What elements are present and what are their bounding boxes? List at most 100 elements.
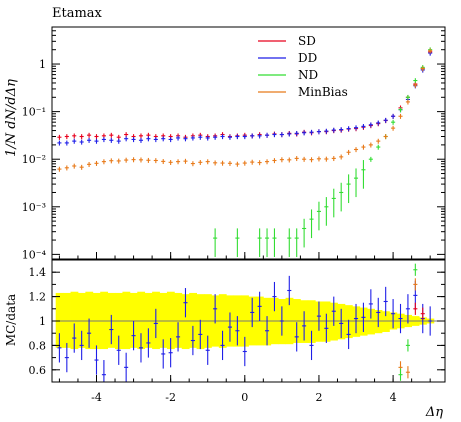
ratio-point-dd xyxy=(94,345,99,375)
data-point-minbias xyxy=(235,161,240,167)
data-point-minbias xyxy=(161,159,166,165)
data-point-minbias xyxy=(183,158,188,164)
ratio-point-dd xyxy=(376,297,381,328)
legend-label: SD xyxy=(298,34,316,48)
data-point-minbias xyxy=(346,149,351,155)
data-point-sd xyxy=(64,134,69,140)
ratio-point-dd xyxy=(353,303,359,334)
data-point-dd xyxy=(146,136,151,142)
ratio-axis-label: MC/data xyxy=(4,294,18,346)
data-point-dd xyxy=(183,136,188,142)
main-panel xyxy=(57,47,433,258)
data-point-nd xyxy=(213,228,218,258)
data-point-dd xyxy=(287,131,292,137)
data-point-minbias xyxy=(302,156,307,162)
data-point-minbias xyxy=(294,156,299,162)
legend: SD DD ND MinBias xyxy=(258,34,348,99)
data-point-minbias xyxy=(116,158,121,164)
data-point-dd xyxy=(272,132,277,138)
data-point-sd xyxy=(87,132,92,138)
data-point-minbias xyxy=(64,165,69,171)
ratio-panel xyxy=(52,263,445,382)
ratio-point-dd xyxy=(287,275,292,306)
data-point-minbias xyxy=(72,163,77,169)
ratio-forward-point xyxy=(413,302,418,315)
ratio-point-dd xyxy=(309,330,314,361)
ratio-point-dd xyxy=(264,316,270,346)
data-point-dd xyxy=(124,136,129,142)
ratio-point-dd xyxy=(391,299,396,329)
ratio-point-dd xyxy=(242,336,247,367)
data-point-dd xyxy=(309,129,314,135)
ratio-point-dd xyxy=(124,352,129,382)
data-point-minbias xyxy=(138,157,144,163)
ratio-point-dd xyxy=(279,306,284,336)
data-band-bin xyxy=(181,294,190,350)
data-point-dd xyxy=(368,122,373,128)
data-point-minbias xyxy=(316,156,321,162)
data-point-minbias xyxy=(420,66,425,72)
ratio-forward-point xyxy=(413,263,418,276)
data-band-bin xyxy=(307,300,316,343)
data-band-bin xyxy=(63,292,71,348)
data-point-nd xyxy=(405,94,410,100)
data-point-nd xyxy=(302,218,307,248)
data-point-dd xyxy=(257,133,262,139)
data-point-dd xyxy=(101,137,106,143)
legend-entry-minbias: MinBias xyxy=(258,85,348,99)
ratio-point-dd xyxy=(64,342,69,373)
ratio-point-dd xyxy=(79,330,84,361)
data-point-minbias xyxy=(213,160,218,166)
ratio-point-dd xyxy=(190,325,195,356)
ratio-forward-point xyxy=(405,366,410,379)
ratio-tick-label: 1.2 xyxy=(29,291,47,304)
ratio-point-dd xyxy=(161,339,166,369)
data-point-dd xyxy=(331,127,336,133)
data-point-minbias xyxy=(279,157,284,163)
data-point-minbias xyxy=(242,160,247,166)
ratio-axis-ticks: 0.6 0.8 1 1.2 1.4 xyxy=(29,266,445,383)
data-point-dd xyxy=(213,134,218,140)
data-point-minbias xyxy=(324,156,329,162)
data-band-bin xyxy=(129,292,138,348)
data-band-bin xyxy=(55,292,64,348)
data-point-nd xyxy=(331,188,336,218)
data-point-minbias xyxy=(205,159,210,165)
data-point-nd xyxy=(309,209,314,239)
data-point-dd xyxy=(227,134,233,140)
data-point-dd xyxy=(324,128,329,134)
data-point-minbias xyxy=(190,161,195,167)
y-tick-label: 10⁻² xyxy=(22,153,46,166)
x-axis-ticks: -4 -2 0 2 4 xyxy=(58,252,431,404)
data-band-bin xyxy=(367,308,375,335)
data-point-minbias xyxy=(131,157,136,163)
ratio-point-dd xyxy=(398,303,403,334)
data-point-sd xyxy=(79,134,84,140)
data-band-bin xyxy=(189,292,197,348)
data-point-minbias xyxy=(264,159,270,165)
legend-label: DD xyxy=(298,51,317,65)
data-point-nd xyxy=(353,168,359,198)
ratio-point-dd xyxy=(87,318,92,348)
y-axis-ticks: 10⁻⁴ 10⁻³ 10⁻² 10⁻¹ 1 xyxy=(22,26,445,261)
ratio-point-dd xyxy=(153,308,158,339)
data-point-minbias xyxy=(339,154,344,160)
data-point-dd xyxy=(346,126,351,132)
x-tick-label: 0 xyxy=(241,391,248,404)
data-point-sd xyxy=(109,132,114,138)
ratio-point-dd xyxy=(109,314,114,345)
data-point-minbias xyxy=(287,157,292,163)
data-point-dd xyxy=(339,127,344,133)
ratio-point-dd xyxy=(213,294,218,324)
data-point-dd xyxy=(153,137,158,143)
data-point-minbias xyxy=(405,99,410,105)
data-point-dd xyxy=(131,137,136,143)
data-point-minbias xyxy=(94,160,99,166)
data-point-minbias xyxy=(146,157,151,163)
ratio-point-dd xyxy=(294,322,299,352)
ratio-point-dd xyxy=(101,360,106,382)
data-band-bin xyxy=(159,292,168,348)
data-point-dd xyxy=(72,138,77,144)
data-point-nd xyxy=(398,107,403,113)
legend-entry-nd: ND xyxy=(258,68,318,82)
